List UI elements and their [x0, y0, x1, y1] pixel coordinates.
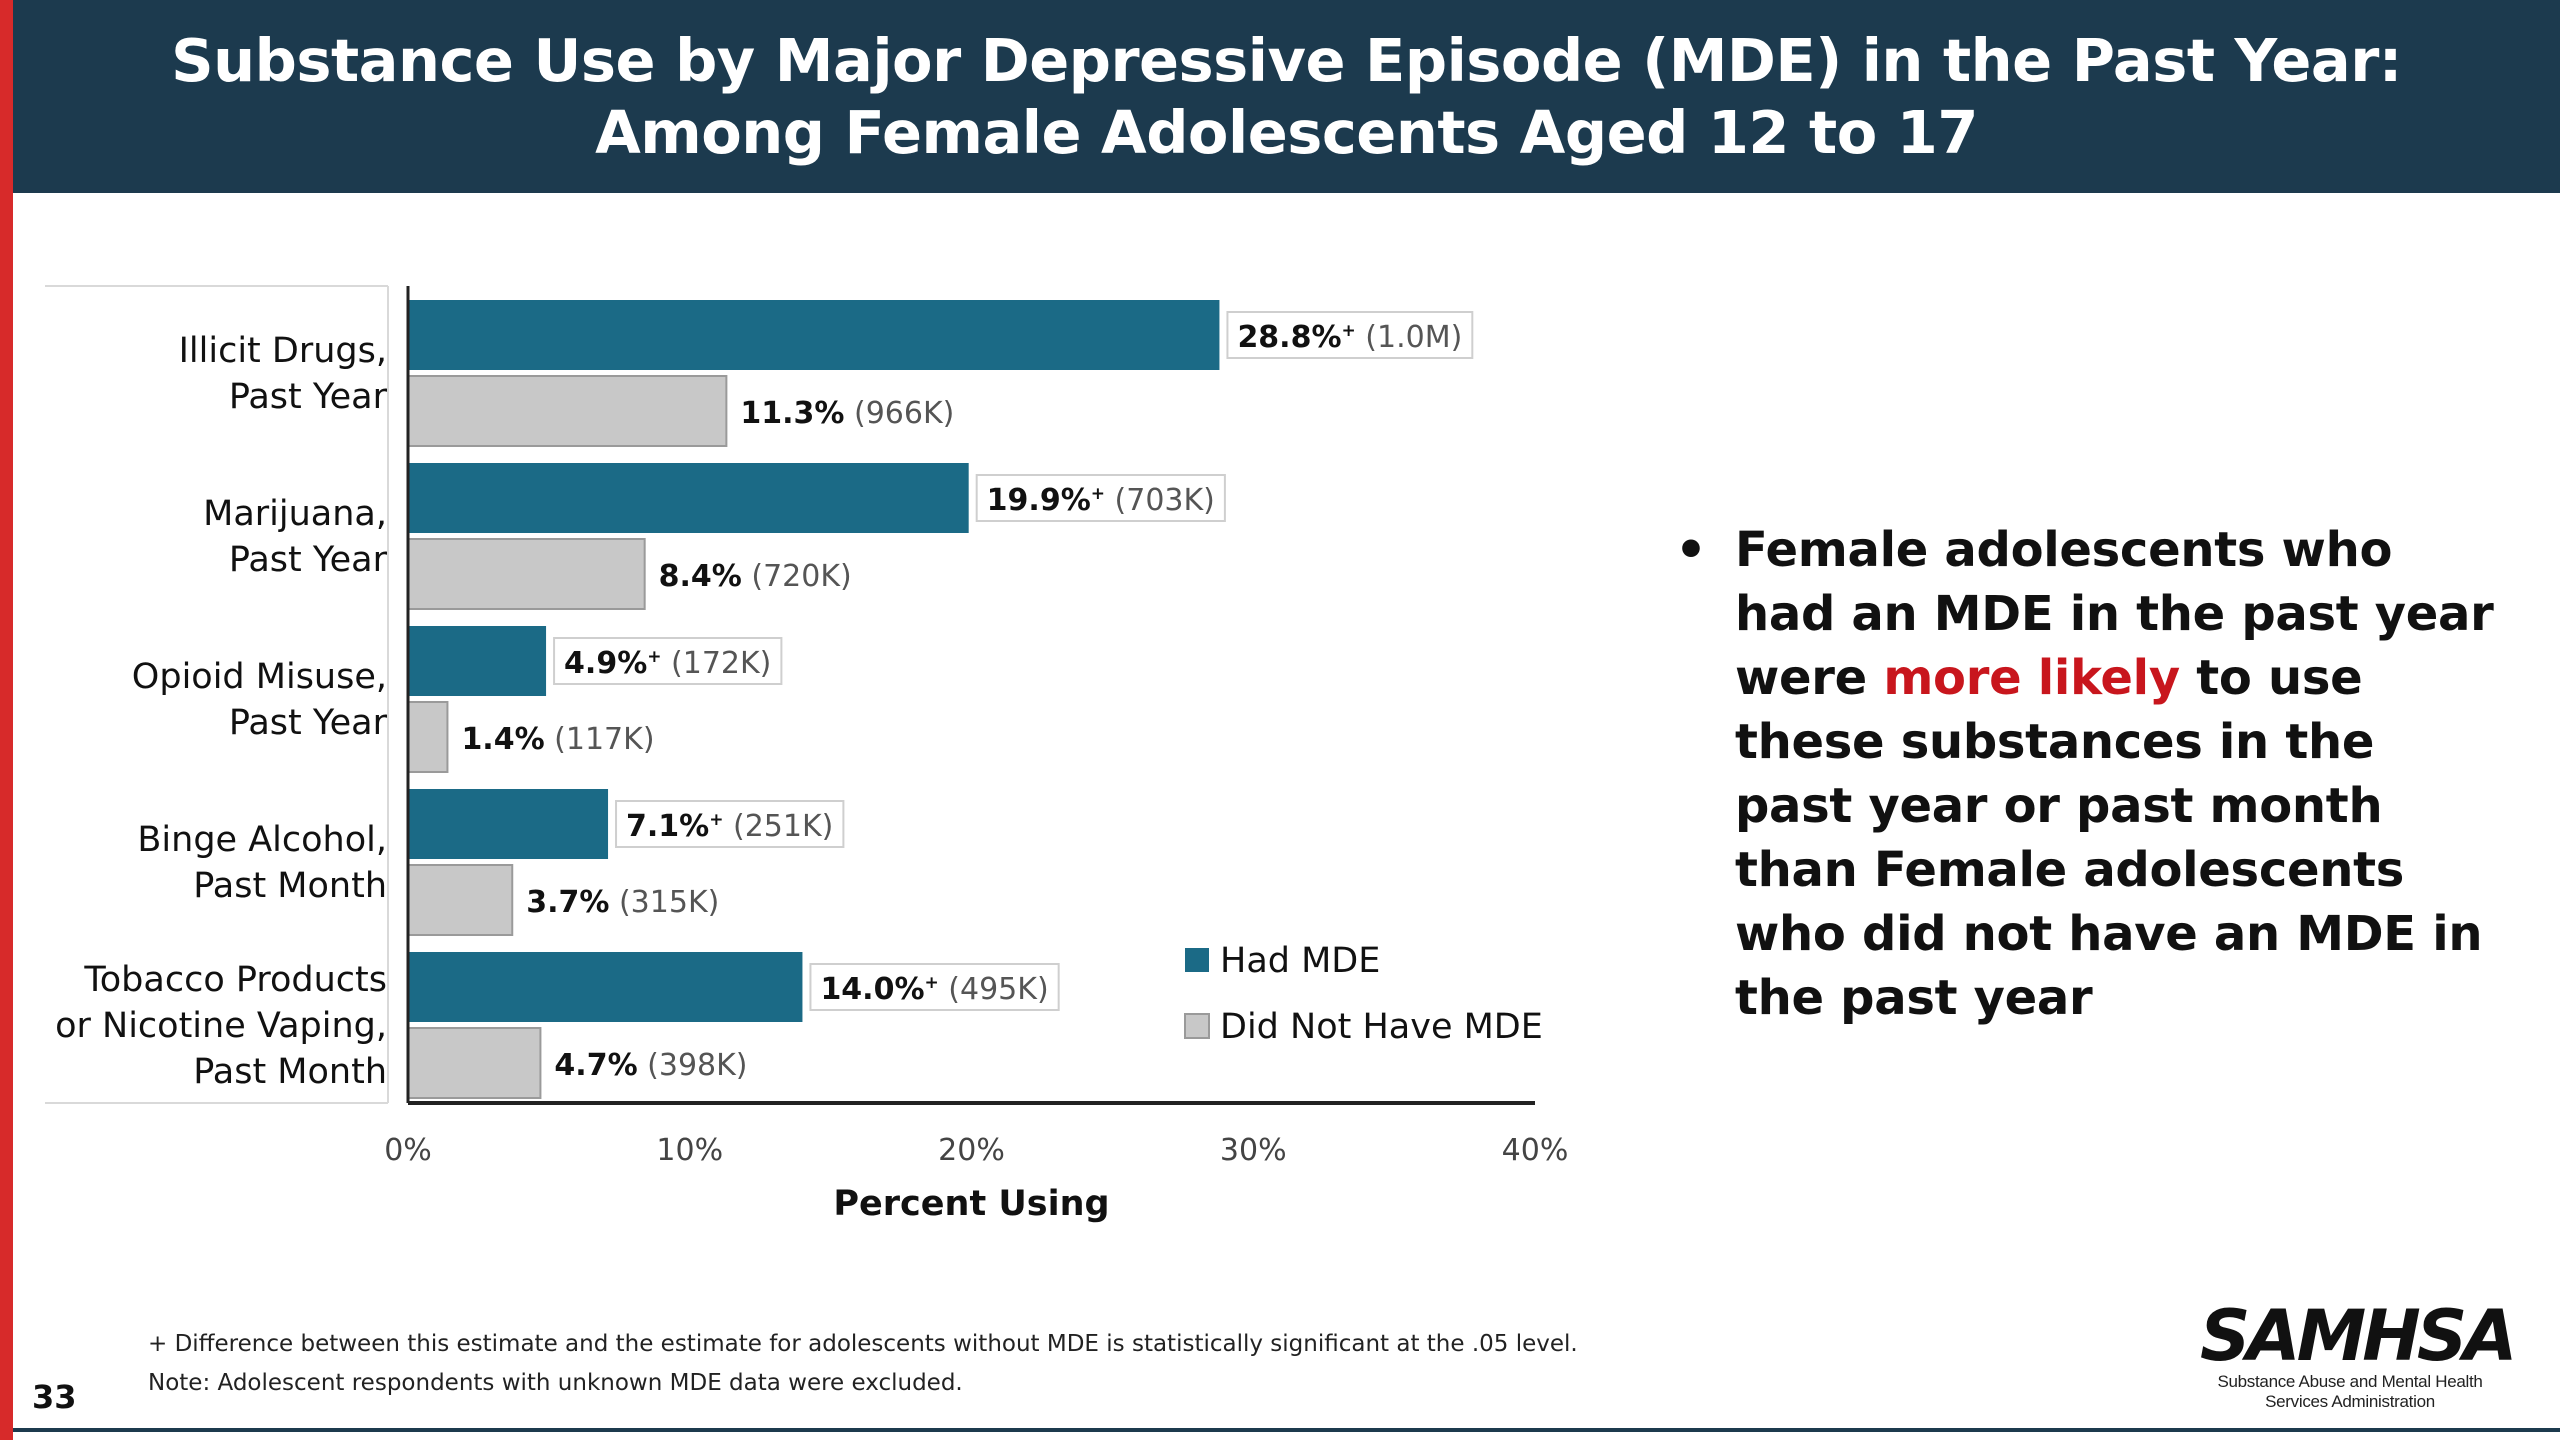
data-label-had-mde: 28.8%+ (1.0M)	[1237, 320, 1462, 355]
bar-did-not-have-mde	[407, 1027, 542, 1099]
data-label-had-mde: 19.9%+ (703K)	[987, 483, 1215, 518]
data-label-had-mde: 14.0%+ (495K)	[820, 972, 1048, 1007]
bar-had-mde	[408, 626, 547, 696]
logo-wordmark: SAMHSA	[2200, 1295, 2517, 1377]
slide-header: Substance Use by Major Depressive Episod…	[13, 0, 2560, 193]
legend-swatch-had-mde	[1185, 948, 1209, 972]
key-finding-part-2: to use these substances in the past year…	[1735, 650, 2483, 1026]
x-tick-label: 10%	[656, 1133, 723, 1168]
significance-footnote: + Difference between this estimate and t…	[148, 1331, 1578, 1357]
bar-chart: Illicit Drugs, Past Year 28.8%+ (1.0M) 11.3…	[45, 285, 1569, 1224]
bar-did-not-have-mde	[407, 701, 449, 773]
data-label-box	[975, 474, 1226, 522]
data-label-did-not-have-mde: 11.3% (966K)	[740, 396, 954, 431]
bar-had-mde	[408, 789, 609, 859]
slide-title-line-1: Substance Use by Major Depressive Episod…	[171, 25, 2402, 95]
bullet-icon: •	[1675, 521, 1707, 579]
bar-did-not-have-mde	[407, 864, 514, 936]
bar-did-not-have-mde	[407, 375, 728, 447]
x-axis-title: Percent Using	[833, 1184, 1109, 1224]
footnotes: + Difference between this estimate and t…	[148, 1325, 1578, 1403]
category-label: Illicit Drugs, Past Year	[179, 331, 388, 417]
bottom-rule	[13, 1428, 2560, 1432]
data-label-had-mde: 4.9%+ (172K)	[564, 646, 771, 681]
bar-had-mde	[408, 463, 969, 533]
category-label: Tobacco Products or Nicotine Vaping, Past …	[55, 960, 387, 1092]
key-finding-text: Female adolescents who had an MDE in the…	[1735, 518, 2495, 1030]
legend-swatch-did-not-have-mde	[1184, 1013, 1210, 1039]
data-label-did-not-have-mde: 3.7% (315K)	[526, 885, 719, 920]
key-finding-highlight: more likely	[1883, 650, 2180, 706]
key-finding-part-1: Female adolescents who had an MDE in the…	[1735, 522, 2494, 706]
data-label-did-not-have-mde: 1.4% (117K)	[461, 722, 654, 757]
category-label: Binge Alcohol, Past Month	[137, 820, 387, 906]
legend-label-had-mde: Had MDE	[1220, 941, 1380, 981]
samhsa-logo: SAMHSA Substance Abuse and Mental Health…	[2200, 1295, 2517, 1412]
legend-label-did-not-have-mde: Did Not Have MDE	[1220, 1007, 1543, 1047]
logo-subtitle-line-1: Substance Abuse and Mental Health	[2217, 1372, 2483, 1391]
data-label-had-mde: 7.1%+ (251K)	[626, 809, 833, 844]
x-tick-label: 30%	[1220, 1133, 1287, 1168]
page-number: 33	[32, 1378, 77, 1416]
accent-bar	[0, 0, 13, 1440]
logo-subtitle: Substance Abuse and Mental Health Servic…	[2200, 1372, 2500, 1412]
data-label-did-not-have-mde: 4.7% (398K)	[554, 1048, 747, 1083]
data-label-box	[1226, 311, 1474, 359]
data-label-box	[809, 963, 1060, 1011]
bar-had-mde	[408, 300, 1220, 370]
bar-had-mde	[408, 952, 803, 1022]
bar-did-not-have-mde	[407, 538, 646, 610]
logo-subtitle-line-2: Services Administration	[2265, 1392, 2435, 1411]
x-tick-label: 20%	[938, 1133, 1005, 1168]
x-tick-label: 0%	[384, 1133, 432, 1168]
category-label: Opioid Misuse, Past Year	[132, 657, 388, 743]
slide-title-line-2: Among Female Adolescents Aged 12 to 17	[595, 97, 1978, 167]
data-label-box	[615, 800, 845, 848]
exclusion-note: Note: Adolescent respondents with unknow…	[148, 1370, 963, 1396]
data-label-box	[553, 637, 783, 685]
x-tick-label: 40%	[1502, 1133, 1569, 1168]
category-label: Marijuana, Past Year	[203, 494, 387, 580]
key-finding: • Female adolescents who had an MDE in t…	[1675, 518, 2495, 1030]
data-label-did-not-have-mde: 8.4% (720K)	[659, 559, 852, 594]
